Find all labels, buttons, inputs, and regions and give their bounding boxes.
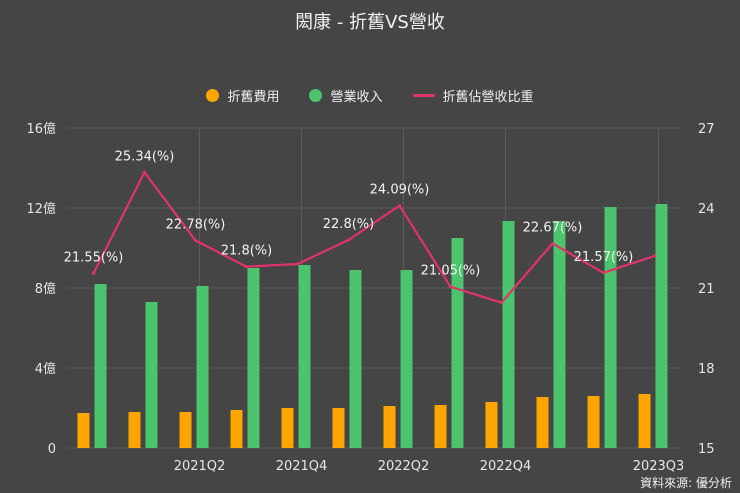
bar-revenue xyxy=(298,265,311,448)
bar-revenue xyxy=(502,221,515,448)
y-right-tick-label: 24 xyxy=(698,202,715,217)
bar-depreciation xyxy=(230,410,243,448)
point-ratio xyxy=(244,265,249,269)
legend-item-depreciation[interactable]: 折舊費用 xyxy=(206,86,279,105)
bar-depreciation xyxy=(128,412,141,448)
x-tick-label: 2021Q2 xyxy=(174,459,226,474)
point-ratio xyxy=(91,271,96,275)
bar-revenue xyxy=(400,270,413,448)
bar-depreciation xyxy=(332,408,345,448)
legend-item-revenue[interactable]: 營業收入 xyxy=(309,86,383,105)
bar-depreciation xyxy=(587,396,600,448)
point-ratio xyxy=(142,170,147,174)
legend: 折舊費用 營業收入 折舊佔營收比重 xyxy=(0,86,740,105)
bar-revenue xyxy=(349,270,362,448)
legend-swatch-depreciation xyxy=(206,89,220,102)
y-left-tick-label: 12億 xyxy=(26,201,56,217)
bar-depreciation xyxy=(179,412,192,448)
data-label-ratio: 21.8(%) xyxy=(221,244,272,259)
bar-revenue xyxy=(196,286,209,448)
line-ratio xyxy=(92,171,655,304)
y-left-tick-label: 8億 xyxy=(35,281,56,297)
bar-revenue xyxy=(655,204,668,448)
y-left-tick-label: 4億 xyxy=(35,361,56,377)
data-label-ratio: 25.34(%) xyxy=(115,149,175,164)
legend-label-revenue: 營業收入 xyxy=(330,90,383,105)
point-ratio xyxy=(193,238,198,243)
point-ratio xyxy=(499,301,504,305)
y-right-tick-label: 18 xyxy=(698,362,715,377)
point-ratio xyxy=(652,254,657,258)
data-label-ratio: 24.09(%) xyxy=(370,183,430,198)
data-label-ratio: 22.67(%) xyxy=(523,220,583,235)
bar-depreciation xyxy=(434,405,447,448)
bar-depreciation xyxy=(638,394,651,448)
data-label-ratio: 22.78(%) xyxy=(166,218,226,233)
source-note: 資料來源: 優分析 xyxy=(640,476,732,490)
x-tick-label: 2022Q2 xyxy=(378,459,430,474)
legend-item-ratio[interactable]: 折舊佔營收比重 xyxy=(412,86,534,105)
bar-depreciation xyxy=(536,397,549,448)
bar-revenue xyxy=(94,284,107,448)
y-right-tick-label: 21 xyxy=(698,282,715,297)
bar-revenue xyxy=(553,221,566,448)
data-label-ratio: 21.05(%) xyxy=(421,264,481,279)
y-right-tick-label: 27 xyxy=(698,122,715,137)
chart-title: 閎康 - 折舊VS營收 xyxy=(295,12,445,33)
x-tick-label: 2021Q4 xyxy=(276,459,328,474)
y-right-tick-label: 15 xyxy=(698,442,715,457)
y-left-tick-label: 16億 xyxy=(26,121,56,137)
point-ratio xyxy=(397,204,402,208)
bar-revenue xyxy=(145,302,158,448)
legend-swatch-ratio xyxy=(412,94,435,97)
x-tick-label: 2023Q3 xyxy=(633,459,685,474)
legend-label-ratio: 折舊佔營收比重 xyxy=(442,90,534,105)
bar-depreciation xyxy=(77,413,90,448)
bar-depreciation xyxy=(281,408,294,448)
point-ratio xyxy=(346,238,351,242)
data-label-ratio: 22.8(%) xyxy=(323,217,374,232)
y-left-tick-label: 0 xyxy=(48,442,56,457)
legend-label-depreciation: 折舊費用 xyxy=(227,90,280,105)
x-tick-label: 2022Q4 xyxy=(480,459,532,474)
legend-swatch-revenue xyxy=(309,89,323,102)
point-ratio xyxy=(295,262,300,266)
bar-depreciation xyxy=(383,406,396,448)
point-ratio xyxy=(601,271,606,275)
bar-depreciation xyxy=(485,402,498,448)
data-label-ratio: 21.55(%) xyxy=(64,250,124,265)
bar-revenue xyxy=(247,268,260,448)
data-label-ratio: 21.57(%) xyxy=(574,250,634,265)
bar-revenue xyxy=(451,238,464,448)
bar-revenue xyxy=(604,207,617,448)
point-ratio xyxy=(550,241,555,246)
point-ratio xyxy=(448,285,453,289)
